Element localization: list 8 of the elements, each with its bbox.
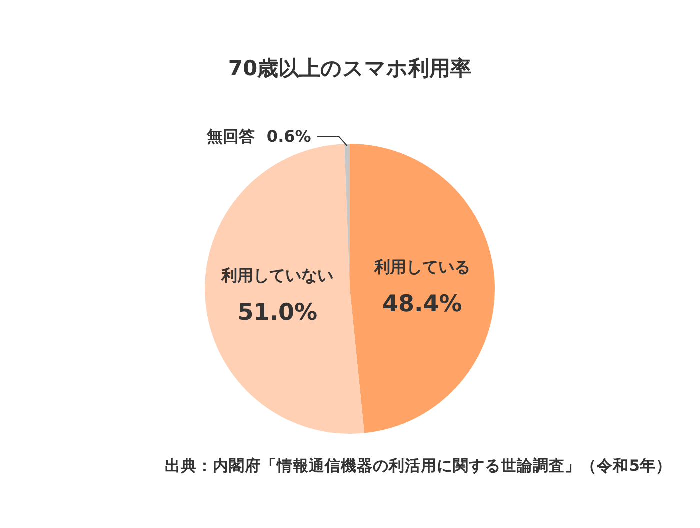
slice-label: 利用している (373, 258, 470, 277)
data-label: 48.4% (382, 291, 462, 318)
source-note: 出典：内閣府「情報通信機器の利活用に関する世論調査」（令和5年） (165, 456, 672, 476)
slice-label: 利用していない (220, 266, 334, 286)
data-label: 51.0% (238, 300, 318, 326)
data-label: 0.6% (266, 127, 312, 146)
slice-label: 無回答 (206, 127, 255, 146)
chart-title: 70歳以上のスマホ利用率 (228, 56, 472, 80)
